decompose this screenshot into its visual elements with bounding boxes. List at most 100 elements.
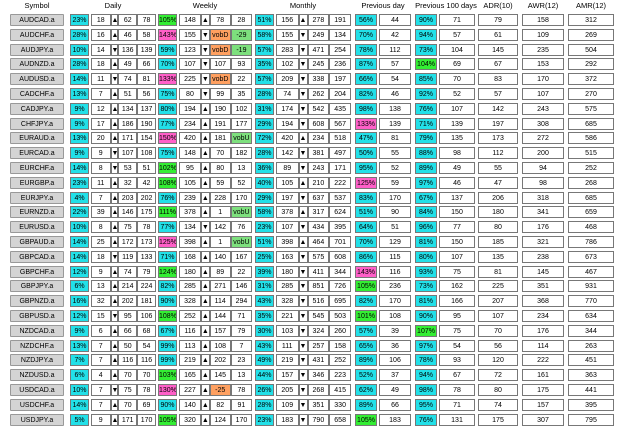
value-cell: 145	[522, 265, 564, 278]
value-cell: 467	[568, 265, 614, 278]
value-cell: 271	[209, 280, 231, 293]
value-cell: 18	[91, 14, 111, 26]
value-cell: 245	[307, 58, 330, 71]
value-cell: 148	[179, 14, 201, 26]
value-cell: 431	[307, 354, 330, 367]
value-cell: 69	[439, 58, 475, 71]
value-cell: 142	[276, 147, 299, 160]
symbol-button[interactable]: AUDCAD.a	[10, 14, 64, 26]
percent-cell: 80%	[415, 250, 437, 263]
direction-arrow: ▲	[200, 176, 210, 189]
value-cell: 139	[379, 117, 411, 130]
value-cell: 8	[91, 162, 111, 174]
direction-arrow: ▼	[298, 250, 308, 263]
symbol-button[interactable]: NZDCAD.a	[10, 324, 64, 337]
percent-cell: 50%	[355, 147, 377, 160]
value-cell: 344	[329, 265, 351, 278]
value-cell: 107	[118, 147, 138, 160]
value-cell: 102	[230, 102, 252, 115]
direction-arrow: ▼	[200, 88, 210, 100]
percent-cell: 51%	[355, 206, 377, 219]
value-cell: 131	[439, 413, 475, 426]
symbol-button[interactable]: EURJPY.a	[10, 191, 64, 204]
value-cell: 113	[179, 339, 201, 352]
symbol-button[interactable]: CADJPY.a	[10, 102, 64, 115]
symbol-button[interactable]: AUDUSD.a	[10, 73, 64, 86]
symbol-button[interactable]: EURAUD.a	[10, 132, 64, 145]
value-cell: 70	[118, 369, 138, 382]
symbol-button[interactable]: CHFJPY.a	[10, 117, 64, 130]
symbol-button[interactable]: USDCHF.a	[10, 398, 64, 411]
value-cell: 106	[137, 310, 156, 322]
symbol-button[interactable]: GBPAUD.a	[10, 236, 64, 248]
symbol-button[interactable]: GBPUSD.a	[10, 310, 64, 322]
percent-cell: 90%	[158, 295, 177, 308]
percent-cell: 14%	[70, 250, 89, 263]
symbol-button[interactable]: CADCHF.a	[10, 88, 64, 100]
value-cell: 685	[568, 117, 614, 130]
value-cell: 46	[379, 88, 411, 100]
direction-arrow: ▲	[298, 176, 308, 189]
symbol-button[interactable]: GBPNZD.a	[10, 295, 64, 308]
value-cell: 324	[307, 324, 330, 337]
direction-arrow: ▲	[110, 236, 119, 248]
value-cell: 46	[118, 28, 138, 41]
value-cell: 197	[276, 191, 299, 204]
percent-cell: 105%	[355, 413, 377, 426]
value-cell: 257	[307, 339, 330, 352]
value-cell: 46	[439, 176, 475, 189]
column-header: Weekly	[192, 1, 218, 10]
symbol-button[interactable]: USDJPY.a	[10, 413, 64, 426]
direction-arrow: ▲	[110, 88, 119, 100]
value-cell: 54	[137, 339, 156, 352]
symbol-button[interactable]: NZDJPY.a	[10, 354, 64, 367]
value-cell: 25	[91, 236, 111, 248]
value-cell: 109	[522, 28, 564, 41]
value-cell: 158	[522, 14, 564, 26]
value-cell: 7	[91, 354, 111, 367]
symbol-button[interactable]: EURCHF.a	[10, 162, 64, 174]
direction-arrow: ▲	[298, 14, 308, 26]
symbol-button[interactable]: NZDUSD.a	[10, 369, 64, 382]
direction-arrow: ▲	[200, 354, 210, 367]
value-cell: 153	[522, 58, 564, 71]
symbol-button[interactable]: GBPCHF.a	[10, 265, 64, 278]
value-cell: 57	[379, 58, 411, 71]
direction-arrow: ▼	[110, 162, 119, 174]
value-cell: 114	[209, 295, 231, 308]
percent-cell: 9%	[70, 102, 89, 115]
value-cell: 238	[522, 250, 564, 263]
value-cell: 116	[179, 324, 201, 337]
value-cell: 659	[568, 206, 614, 219]
column-header: Monthly	[289, 1, 317, 10]
value-cell: 219	[276, 354, 299, 367]
value-cell: vobD	[209, 43, 231, 56]
symbol-button[interactable]: EURUSD.a	[10, 221, 64, 234]
symbol-button[interactable]: AUDCHF.a	[10, 28, 64, 41]
value-cell: 234	[307, 132, 330, 145]
symbol-button[interactable]: GBPCAD.a	[10, 250, 64, 263]
symbol-button[interactable]: EURCAD.a	[10, 147, 64, 160]
percent-cell: 78%	[355, 43, 377, 56]
symbol-button[interactable]: EURNZD.a	[10, 206, 64, 219]
symbol-button[interactable]: AUDNZD.a	[10, 58, 64, 71]
value-cell: 16	[91, 28, 111, 41]
value-cell: 79	[137, 265, 156, 278]
value-cell: 236	[379, 280, 411, 293]
symbol-button[interactable]: GBPJPY.a	[10, 280, 64, 293]
value-cell: 222	[329, 176, 351, 189]
percent-cell: 57%	[255, 73, 274, 86]
value-cell: 108	[379, 310, 411, 322]
value-cell: 545	[307, 310, 330, 322]
value-cell: 608	[329, 250, 351, 263]
symbol-button[interactable]: AUDJPY.a	[10, 43, 64, 56]
percent-cell: 97%	[415, 176, 437, 189]
symbol-button[interactable]: EURGBP.a	[10, 176, 64, 189]
percent-cell: 97%	[415, 339, 437, 352]
percent-cell: 133%	[355, 117, 377, 130]
percent-cell: 70%	[158, 58, 177, 71]
value-cell: 70	[137, 369, 156, 382]
percent-cell: 9%	[70, 147, 89, 160]
symbol-button[interactable]: USDCAD.a	[10, 384, 64, 396]
symbol-button[interactable]: NZDCHF.a	[10, 339, 64, 352]
